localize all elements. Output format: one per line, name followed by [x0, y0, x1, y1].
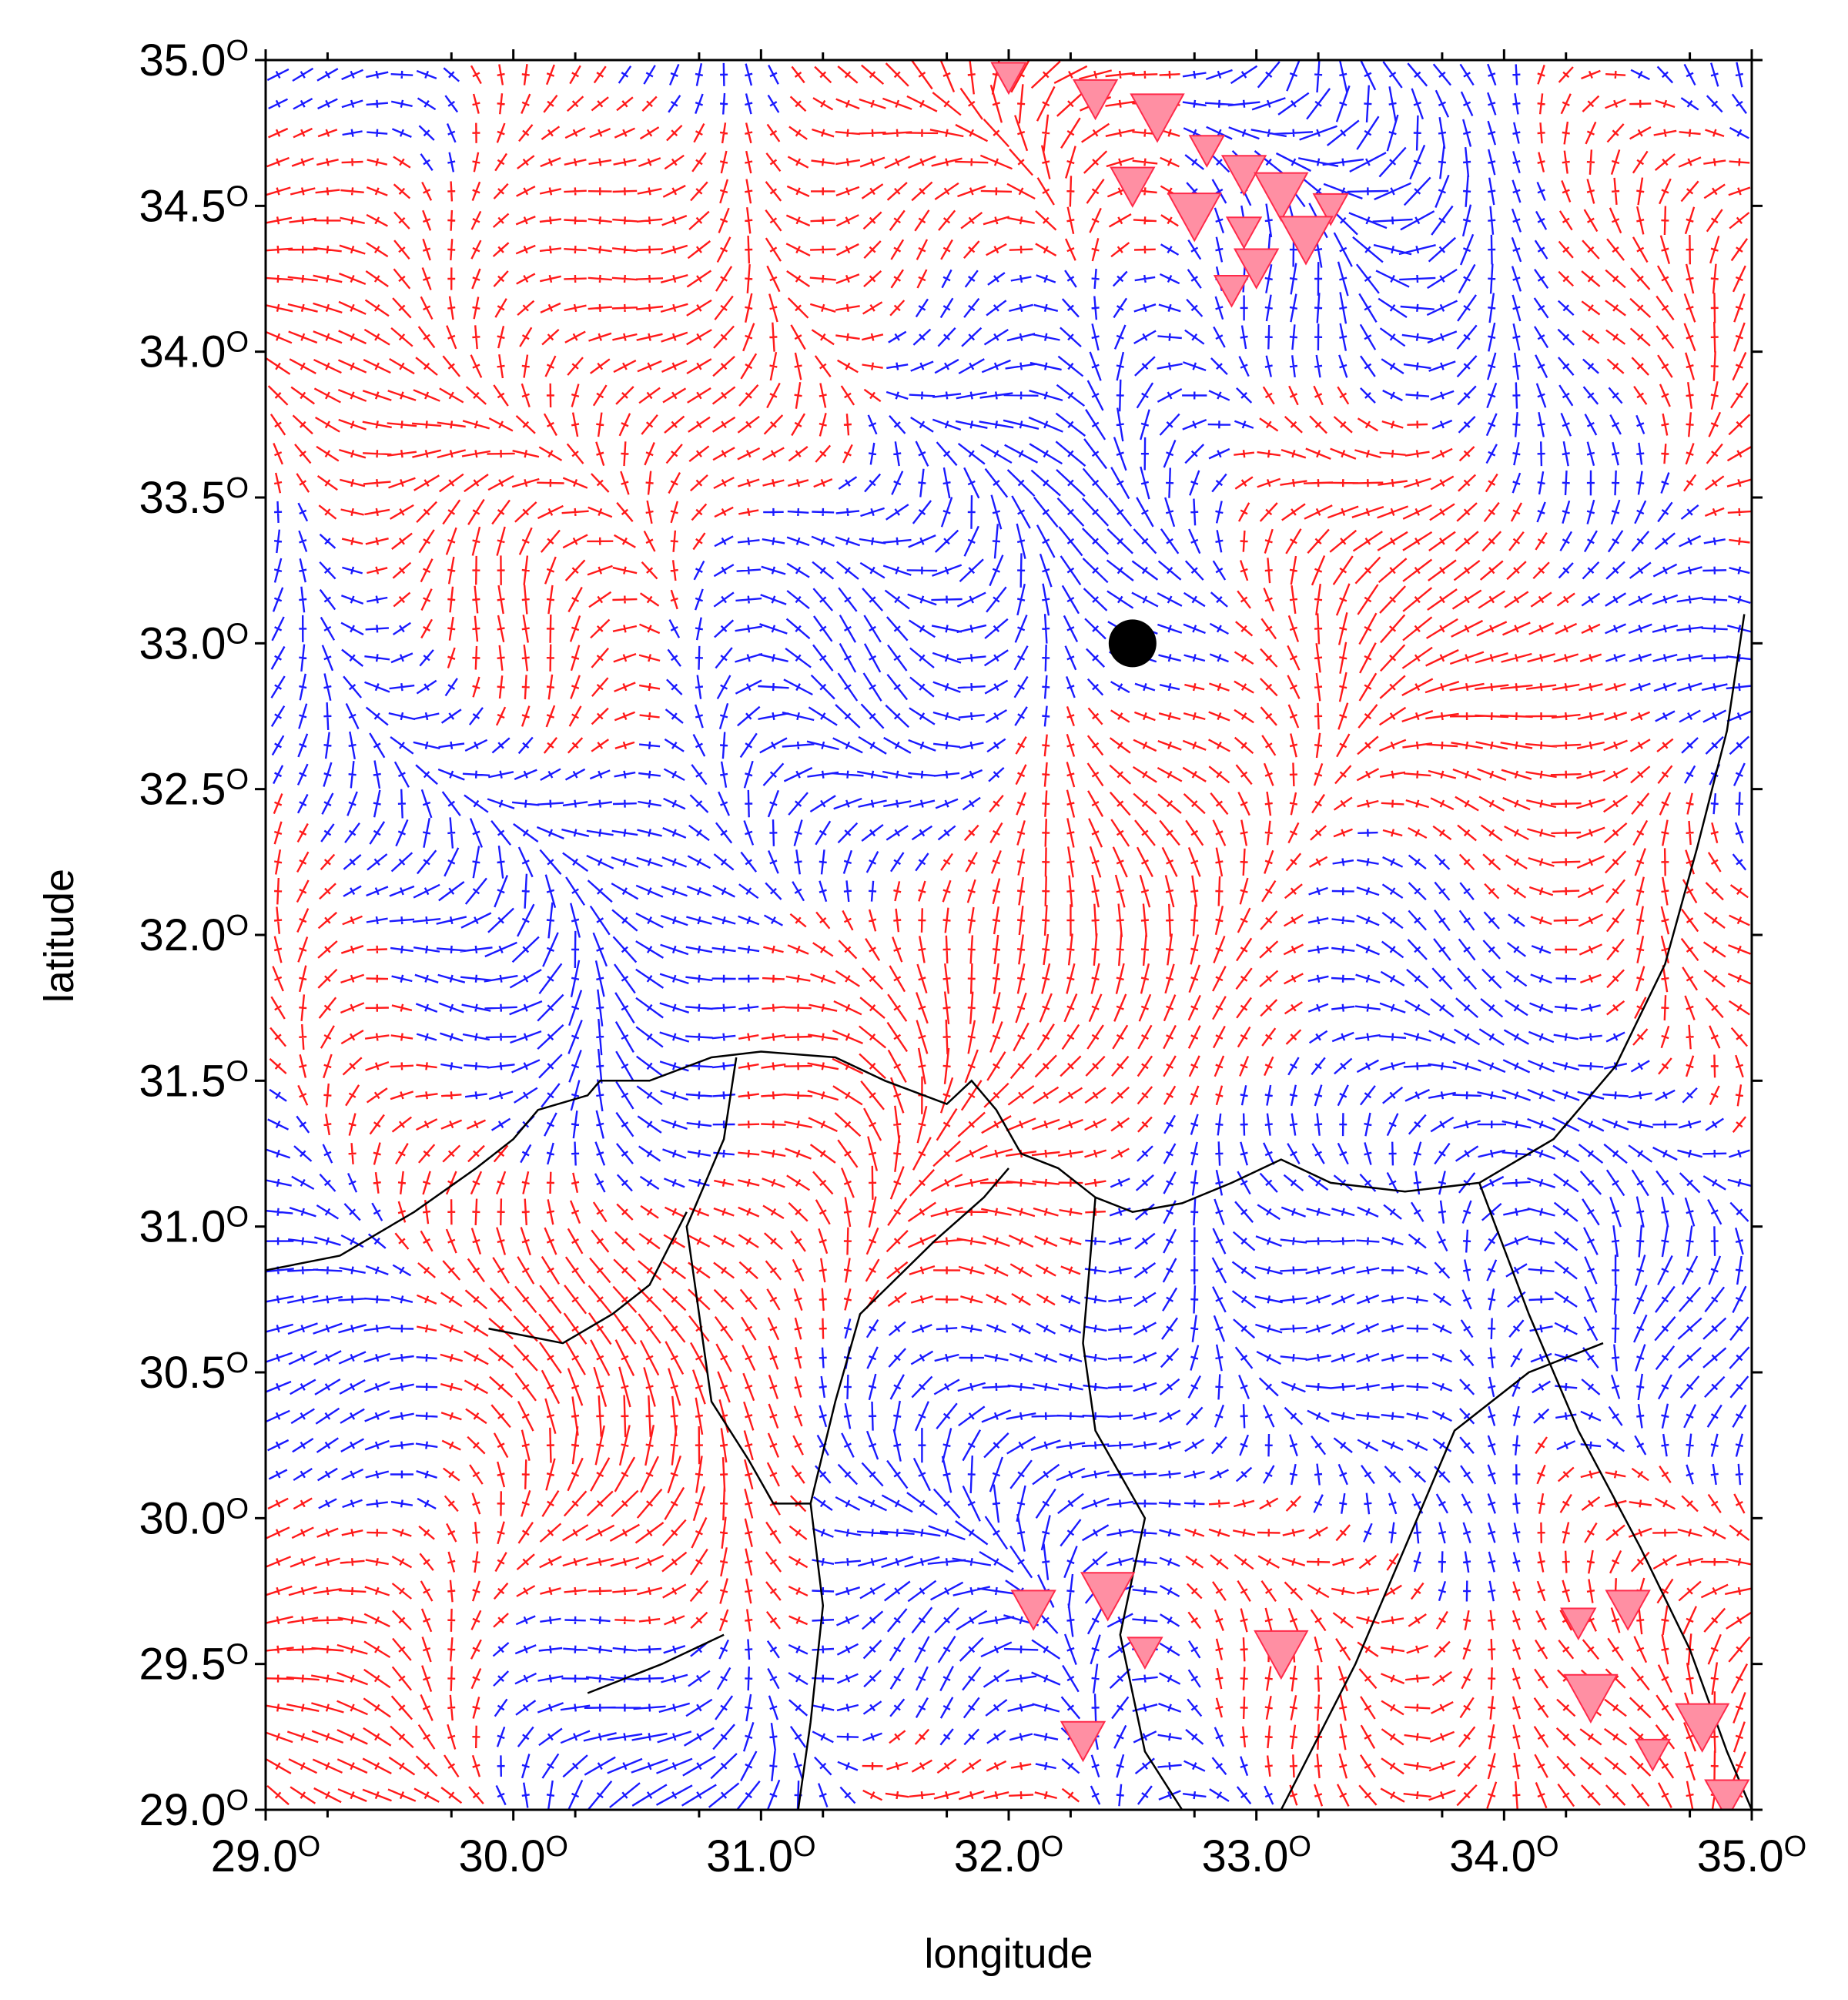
- source-marker-icon: [1167, 193, 1222, 243]
- source-marker-icon: [1010, 1590, 1056, 1631]
- source-marker-icon: [1127, 1637, 1163, 1670]
- source-marker-icon: [1080, 1572, 1136, 1622]
- source-marker-icon: [1060, 1720, 1106, 1763]
- nile-delta-branch: [685, 1057, 1009, 1505]
- source-marker-icon: [1704, 1779, 1750, 1810]
- inner-border-east: [1280, 1342, 1604, 1810]
- coastline-north: [266, 614, 1746, 1271]
- source-marker-icon: [1254, 172, 1309, 222]
- source-marker-icon: [1225, 216, 1263, 250]
- source-marker-icon: [1233, 248, 1280, 290]
- source-marker-icon: [1278, 216, 1334, 266]
- source-marker-icon: [1563, 1673, 1619, 1724]
- suez-canal: [1082, 1197, 1183, 1810]
- delta-canal-west: [488, 1211, 688, 1345]
- sinai-border: [1478, 1182, 1752, 1810]
- y-axis-title: latitude: [36, 869, 82, 1003]
- source-marker-icon: [1213, 274, 1250, 308]
- source-marker-icon: [1110, 166, 1156, 208]
- source-marker-icon: [1072, 79, 1119, 121]
- source-marker-icon: [1220, 155, 1267, 196]
- x-axis-title: longitude: [924, 1931, 1093, 1977]
- negative-vectors: [266, 60, 1752, 1810]
- coastlines: [266, 614, 1752, 1810]
- vector-field: [266, 60, 1752, 1810]
- source-marker-icon: [1560, 1607, 1597, 1641]
- source-marker-icon: [1634, 1738, 1672, 1772]
- source-marker-icon: [1312, 193, 1349, 226]
- map-axes: 29.0O 30.0O 31.0O 32.0O 33.0O 34.0O 35.0O29.0O…: [139, 35, 1807, 1881]
- source-marker-icon: [1188, 135, 1226, 168]
- nile-river: [797, 1503, 825, 1810]
- source-markers: [990, 62, 1750, 1810]
- source-marker-icon: [1674, 1703, 1730, 1753]
- lake-outline: [587, 1633, 725, 1694]
- source-marker-icon: [1130, 93, 1185, 143]
- y-tick-label: 30.0O: [139, 1492, 249, 1543]
- source-marker-icon: [990, 62, 1027, 95]
- station-marker: [1108, 619, 1157, 668]
- source-marker-icon: [1254, 1630, 1309, 1680]
- source-marker-icon: [1605, 1590, 1651, 1631]
